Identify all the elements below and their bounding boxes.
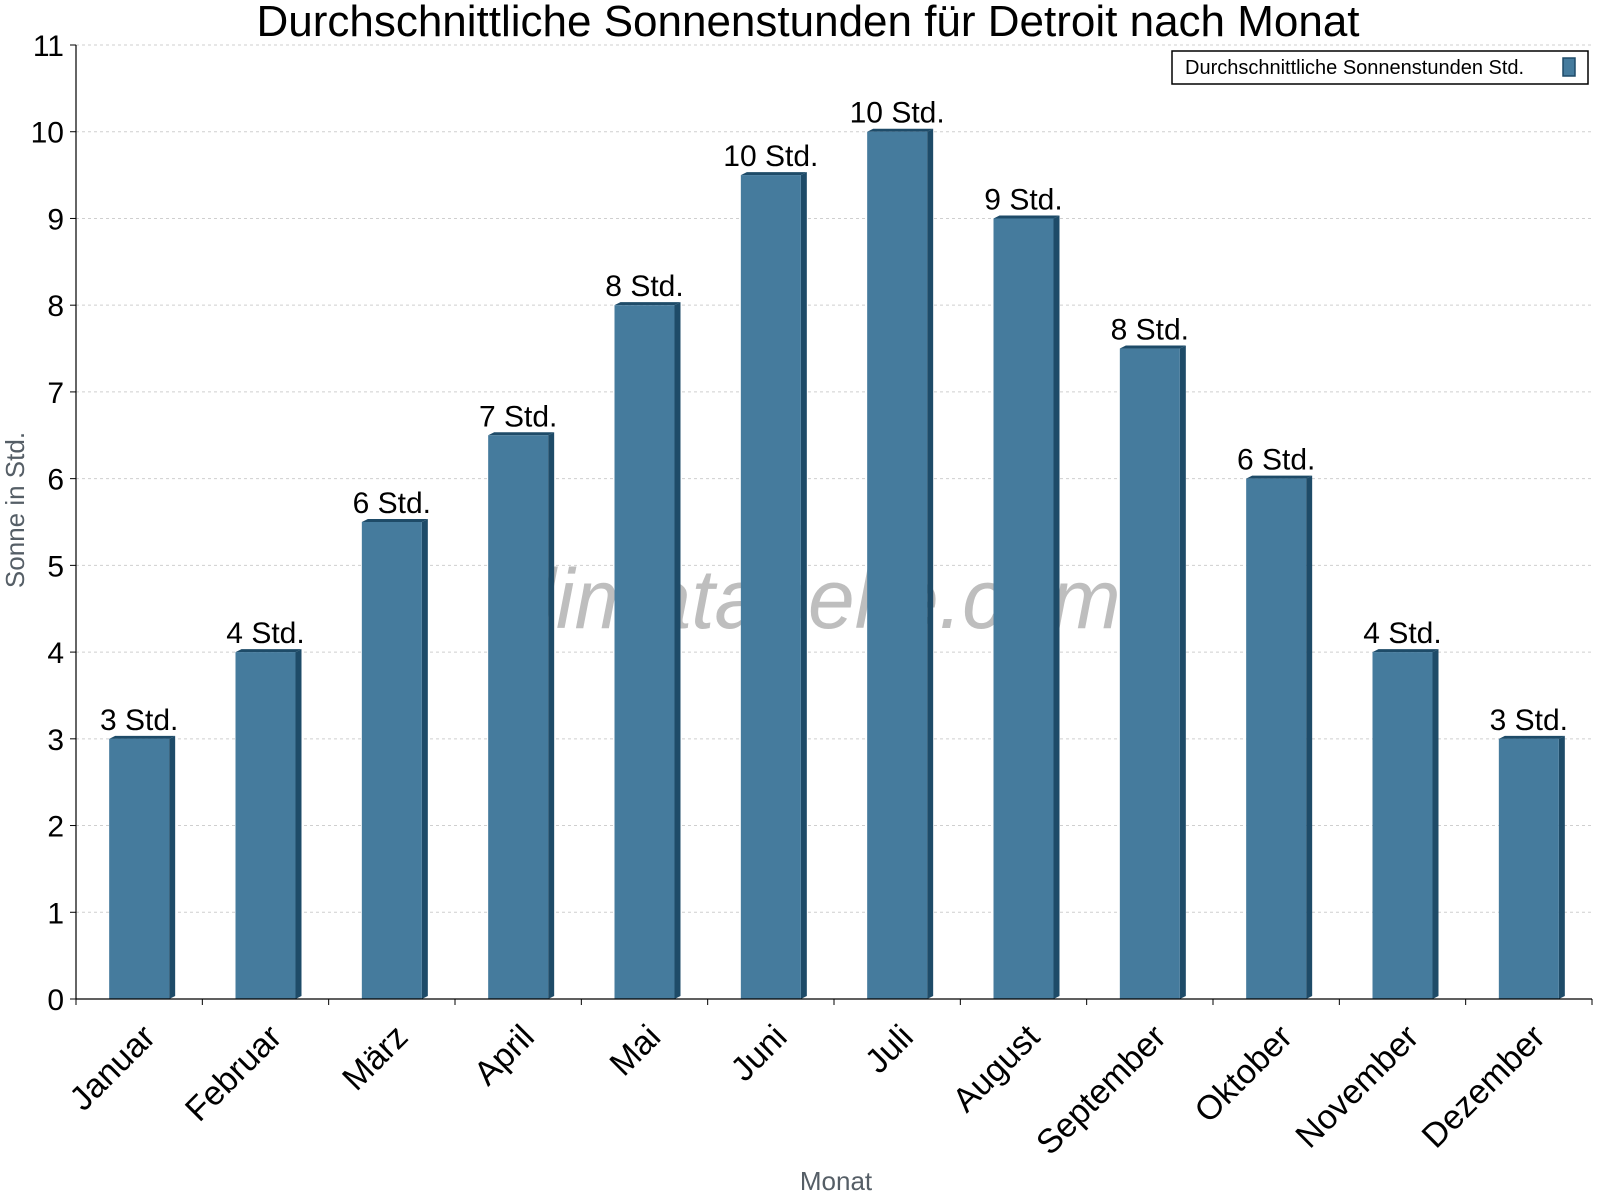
bar-front xyxy=(235,652,296,999)
x-tick-label: April xyxy=(467,1018,542,1093)
x-tick-label: September xyxy=(1029,1018,1173,1162)
y-tick-label: 9 xyxy=(47,203,64,236)
bar-front xyxy=(1372,652,1433,999)
y-tick-label: 0 xyxy=(47,984,64,1017)
bar-front xyxy=(109,738,170,999)
bar xyxy=(1119,345,1186,1000)
bar-top xyxy=(235,649,302,653)
bar xyxy=(361,519,428,999)
bar xyxy=(867,128,934,999)
legend: Durchschnittliche Sonnenstunden Std. xyxy=(1171,50,1589,85)
data-labels: 3 Std. 4 Std. 6 Std. 7 Std. 8 Std. 10 Std. 10 … xyxy=(100,97,1568,737)
axes xyxy=(70,44,1593,1005)
data-label: 10 Std. xyxy=(723,140,818,173)
chart-title: Durchschnittliche Sonnenstunden für Detr… xyxy=(256,0,1359,46)
x-tick-labels: Januar Februar März April Mai Juni Juli AugustS… xyxy=(62,1017,1552,1162)
legend-label: Durchschnittliche Sonnenstunden Std. xyxy=(1185,57,1524,79)
bar-side xyxy=(421,519,428,999)
bar-side xyxy=(800,172,807,999)
bar-top xyxy=(1498,735,1565,739)
bar-side xyxy=(295,649,302,999)
bar-top xyxy=(740,172,807,176)
bar-side xyxy=(1179,345,1186,1000)
bar-top xyxy=(1246,475,1313,479)
x-tick-label: Dezember xyxy=(1415,1018,1553,1156)
x-tick-label: Oktober xyxy=(1187,1018,1299,1130)
bars xyxy=(109,128,1565,1000)
bar xyxy=(1372,649,1439,999)
y-tick-label: 10 xyxy=(31,117,64,150)
y-tick-label: 3 xyxy=(47,724,64,757)
bar-top xyxy=(993,215,1060,219)
bar-top xyxy=(488,432,555,436)
data-label: 10 Std. xyxy=(850,97,945,130)
y-tick-labels: 0 1 2 3 4 5 6 7 8 9 10 11 xyxy=(31,30,64,1017)
bar xyxy=(740,172,807,999)
bar-front xyxy=(1498,738,1559,999)
bar-side xyxy=(1306,475,1313,999)
bar xyxy=(1498,735,1565,999)
bar xyxy=(1246,475,1313,999)
bar xyxy=(235,649,302,999)
x-axis-label: Monat xyxy=(800,1166,873,1196)
data-label: 6 Std. xyxy=(1237,444,1315,477)
legend-swatch xyxy=(1562,57,1576,77)
x-tick-label: Juni xyxy=(724,1018,795,1089)
bar-front xyxy=(867,131,928,999)
bar-front xyxy=(488,435,549,1000)
bar xyxy=(109,735,176,999)
y-tick-label: 8 xyxy=(47,290,64,323)
bar-top xyxy=(867,128,934,132)
bar-front xyxy=(1246,478,1307,999)
data-label: 3 Std. xyxy=(100,704,178,737)
bar-side xyxy=(1558,735,1565,999)
data-label: 6 Std. xyxy=(353,487,431,520)
data-label: 8 Std. xyxy=(605,270,683,303)
y-tick-label: 6 xyxy=(47,464,64,497)
y-axis-label: Sonne in Std. xyxy=(0,432,30,588)
bar-front xyxy=(1119,348,1180,1000)
y-tick-label: 1 xyxy=(47,897,64,930)
bar-top xyxy=(1119,345,1186,349)
data-label: 7 Std. xyxy=(479,400,557,433)
y-tick-label: 7 xyxy=(47,377,64,410)
bar-top xyxy=(614,302,681,306)
data-label: 8 Std. xyxy=(1111,314,1189,347)
y-tick-label: 11 xyxy=(33,30,64,63)
x-tick-label: August xyxy=(945,1017,1047,1119)
grid-lines xyxy=(76,44,1592,913)
bar-front xyxy=(740,175,801,999)
bar-top xyxy=(109,735,176,739)
bar-front xyxy=(614,305,675,999)
bar-front xyxy=(993,218,1054,1000)
y-tick-label: 4 xyxy=(47,637,64,670)
bar-top xyxy=(1372,649,1439,653)
x-tick-label: Januar xyxy=(62,1018,162,1118)
y-tick-label: 2 xyxy=(47,811,64,844)
bar-side xyxy=(1053,215,1060,1000)
data-label: 4 Std. xyxy=(226,617,304,650)
bar-side xyxy=(169,735,176,999)
bar-side xyxy=(1432,649,1439,999)
bar xyxy=(488,432,555,1000)
bar-front xyxy=(361,522,422,999)
data-label: 3 Std. xyxy=(1490,704,1568,737)
x-tick-label: Juli xyxy=(858,1018,921,1081)
x-tick-label: November xyxy=(1288,1018,1426,1156)
bar-side xyxy=(927,128,934,999)
data-label: 4 Std. xyxy=(1363,617,1441,650)
data-label: 9 Std. xyxy=(984,183,1062,216)
bar-side xyxy=(674,302,681,999)
x-tick-label: Mai xyxy=(603,1018,669,1084)
bar-side xyxy=(548,432,555,1000)
legend-box xyxy=(1171,50,1589,85)
x-tick-label: Februar xyxy=(178,1018,289,1129)
y-tick-label: 5 xyxy=(47,550,64,583)
x-tick-label: März xyxy=(335,1018,415,1098)
bar-top xyxy=(361,519,428,522)
bar xyxy=(614,302,681,999)
bar xyxy=(993,215,1060,1000)
